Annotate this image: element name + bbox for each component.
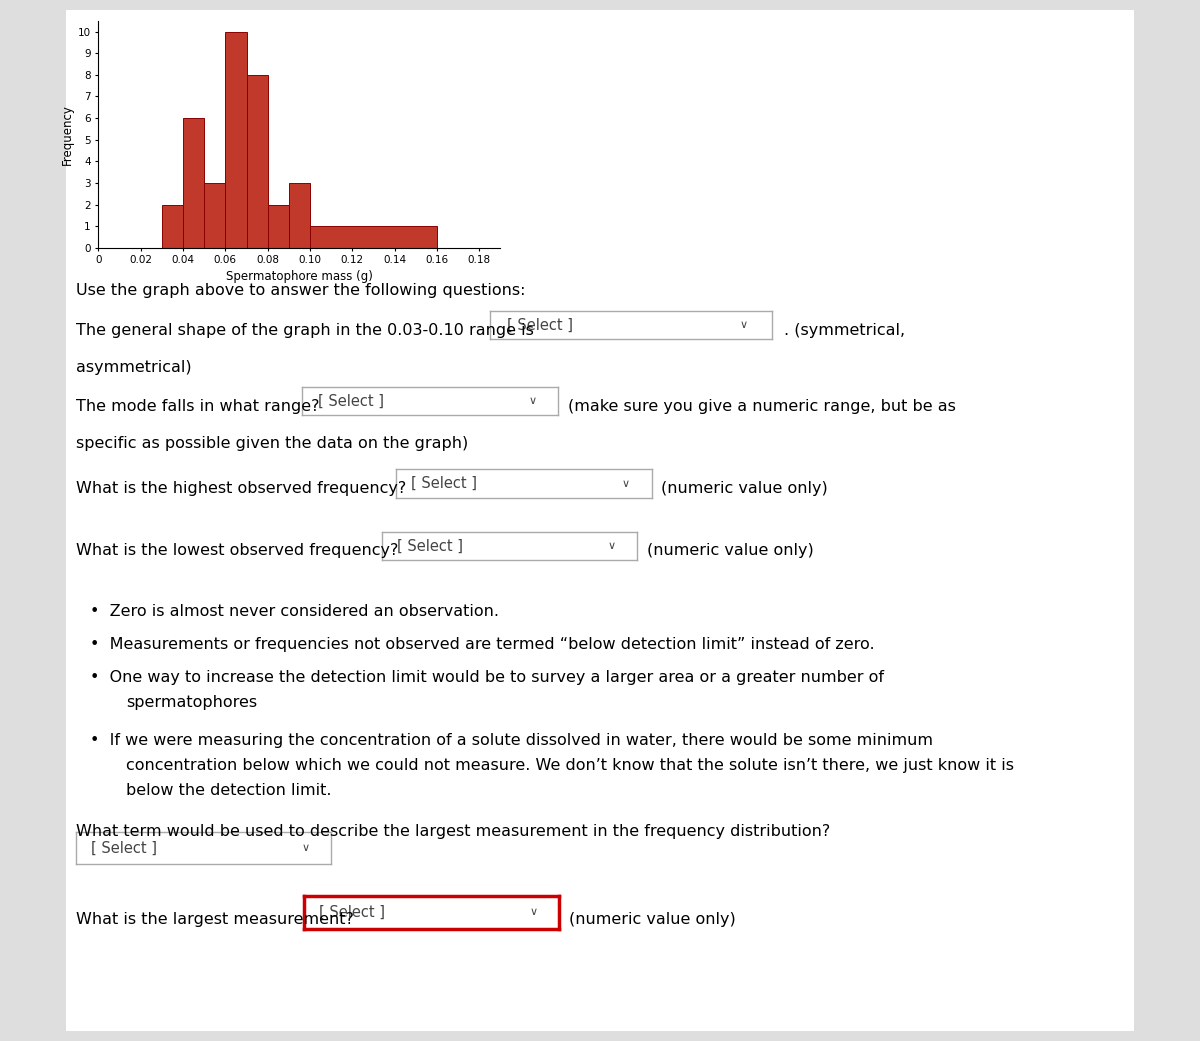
Text: ∨: ∨	[529, 908, 538, 917]
Bar	[246, 75, 268, 248]
Text: [ Select ]: [ Select ]	[397, 538, 463, 554]
Text: (numeric value only): (numeric value only)	[661, 481, 828, 496]
Text: [ Select ]: [ Select ]	[412, 476, 478, 491]
Text: (numeric value only): (numeric value only)	[569, 912, 736, 926]
Bar	[310, 226, 437, 248]
Bar	[289, 183, 310, 248]
Text: •  If we were measuring the concentration of a solute dissolved in water, there : • If we were measuring the concentration…	[90, 733, 934, 747]
Text: spermatophores: spermatophores	[126, 695, 257, 710]
Text: . (symmetrical,: . (symmetrical,	[784, 323, 905, 337]
Text: ∨: ∨	[301, 843, 310, 853]
Text: asymmetrical): asymmetrical)	[76, 360, 191, 375]
Text: [ Select ]: [ Select ]	[506, 318, 572, 333]
Text: ∨: ∨	[622, 479, 630, 488]
Text: concentration below which we could not measure. We don’t know that the solute is: concentration below which we could not m…	[126, 758, 1014, 772]
Text: [ Select ]: [ Select ]	[318, 393, 384, 409]
Text: ∨: ∨	[607, 541, 616, 551]
Text: •  One way to increase the detection limit would be to survey a larger area or a: • One way to increase the detection limi…	[90, 670, 884, 685]
Y-axis label: Frequency: Frequency	[60, 104, 73, 164]
Text: below the detection limit.: below the detection limit.	[126, 783, 331, 797]
Text: [ Select ]: [ Select ]	[319, 905, 385, 920]
Bar	[162, 204, 184, 248]
Text: The mode falls in what range?: The mode falls in what range?	[76, 399, 319, 413]
Text: ∨: ∨	[528, 397, 536, 406]
Text: (make sure you give a numeric range, but be as: (make sure you give a numeric range, but…	[568, 399, 955, 413]
Text: (numeric value only): (numeric value only)	[647, 543, 814, 558]
Text: What term would be used to describe the largest measurement in the frequency dis: What term would be used to describe the …	[76, 824, 830, 839]
X-axis label: Spermatophore mass (g): Spermatophore mass (g)	[226, 270, 373, 282]
Text: •  Zero is almost never considered an observation.: • Zero is almost never considered an obs…	[90, 604, 499, 618]
Text: What is the highest observed frequency?: What is the highest observed frequency?	[76, 481, 406, 496]
Text: What is the lowest observed frequency?: What is the lowest observed frequency?	[76, 543, 398, 558]
Text: [ Select ]: [ Select ]	[91, 840, 157, 856]
Text: specific as possible given the data on the graph): specific as possible given the data on t…	[76, 436, 468, 451]
Text: ∨: ∨	[739, 321, 748, 330]
Text: The general shape of the graph in the 0.03-0.10 range is: The general shape of the graph in the 0.…	[76, 323, 534, 337]
Bar	[226, 31, 246, 248]
Text: What is the largest measurement?: What is the largest measurement?	[76, 912, 354, 926]
Text: Use the graph above to answer the following questions:: Use the graph above to answer the follow…	[76, 283, 526, 298]
Bar	[204, 183, 226, 248]
Text: •  Measurements or frequencies not observed are termed “below detection limit” i: • Measurements or frequencies not observ…	[90, 637, 875, 652]
Bar	[268, 204, 289, 248]
Bar	[184, 118, 204, 248]
